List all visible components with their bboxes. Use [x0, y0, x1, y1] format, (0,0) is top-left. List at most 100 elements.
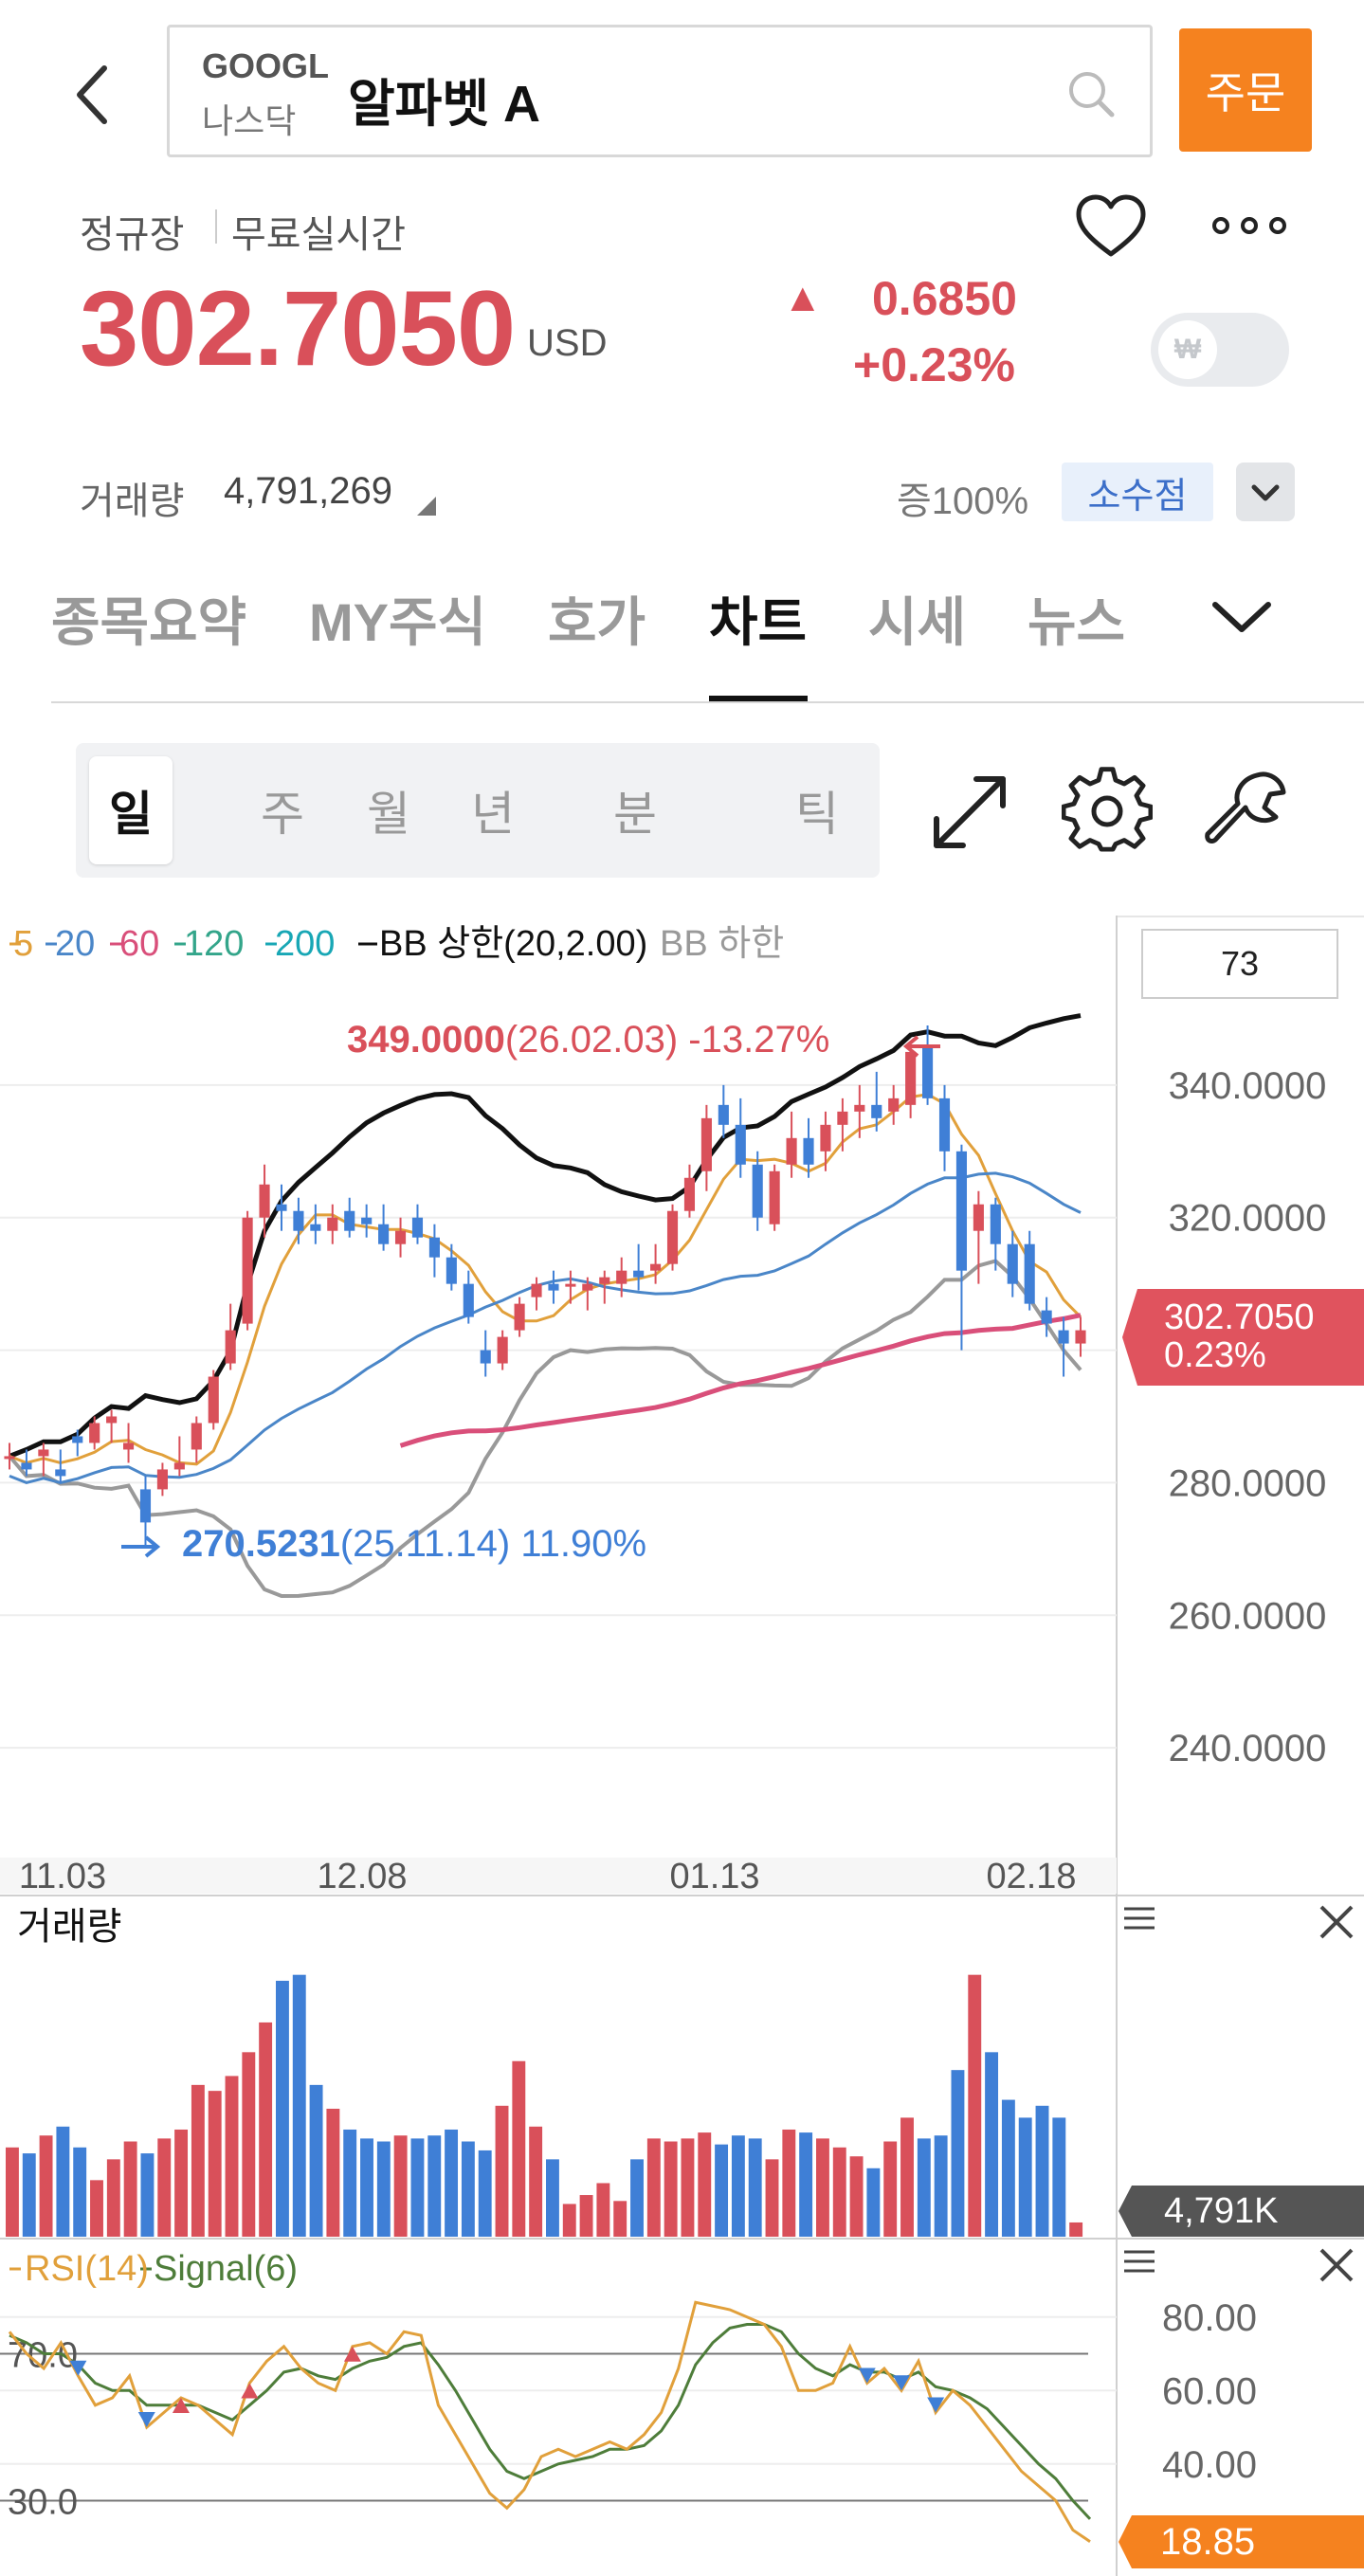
volume-bar	[309, 2084, 323, 2237]
legend-ma20: 20	[55, 924, 95, 964]
candle-body	[938, 1098, 951, 1152]
company-name: 알파벳 A	[348, 76, 541, 133]
candle-body	[854, 1104, 865, 1112]
sell-signal-marker	[69, 2360, 87, 2376]
date-tick-label: 02.18	[986, 1857, 1076, 1896]
volume-bar	[140, 2153, 155, 2237]
period-day[interactable]: 일	[109, 788, 153, 841]
volume-bar	[360, 2138, 373, 2237]
period-count-input[interactable]	[1141, 929, 1338, 999]
chevron-down-icon	[1251, 484, 1280, 501]
tab-quotes[interactable]: 시세	[868, 592, 967, 652]
menu-icon[interactable]	[1124, 1907, 1155, 1930]
rsi-tick-label: 80.00	[1162, 2297, 1257, 2339]
volume-bar	[900, 2117, 914, 2237]
volume-bar	[410, 2138, 425, 2237]
rsi-tick-label: 60.00	[1162, 2370, 1257, 2412]
tab-my-stock[interactable]: MY주식	[309, 592, 487, 652]
volume-bar	[529, 2126, 543, 2237]
price-tick-label: 240.0000	[1169, 1728, 1327, 1769]
expand-button[interactable]	[1236, 463, 1295, 521]
volume-bar	[1018, 2117, 1032, 2237]
volume-bar	[343, 2129, 357, 2237]
search-icon[interactable]	[1061, 63, 1121, 124]
candle-body	[344, 1210, 355, 1231]
volume-bar	[866, 2168, 881, 2237]
margin-rate: 증100%	[897, 481, 1029, 522]
volume-bar	[123, 2141, 137, 2237]
heart-icon[interactable]	[1073, 190, 1149, 265]
date-tick-label: 11.03	[19, 1857, 106, 1896]
sell-signal-marker	[927, 2397, 945, 2413]
tab-orderbook[interactable]: 호가	[548, 592, 646, 652]
volume-bar	[461, 2141, 475, 2237]
menu-icon[interactable]	[1124, 2250, 1155, 2273]
fullscreen-icon[interactable]	[927, 770, 1012, 855]
candle-body	[650, 1263, 662, 1271]
sell-signal-marker	[858, 2367, 876, 2384]
arrow-left-icon	[902, 1035, 940, 1058]
stock-search-box[interactable]: GOOGL 나스닥 알파벳 A	[167, 25, 1153, 157]
period-tick[interactable]: 틱	[795, 788, 839, 841]
legend-bb-upper: BB 상한(20,2.00)	[379, 924, 647, 964]
volume-bar	[883, 2141, 898, 2237]
candle-body	[683, 1177, 696, 1211]
tab-summary[interactable]: 종목요약	[51, 592, 247, 652]
buy-signal-marker	[241, 2383, 259, 2399]
price-tick-label: 340.0000	[1169, 1065, 1327, 1107]
close-icon[interactable]	[1319, 1905, 1354, 1939]
back-button[interactable]	[57, 47, 133, 142]
rsi-axis: 80.00 60.00 40.00	[1162, 2297, 1257, 2486]
krw-toggle[interactable]: ₩	[1151, 313, 1289, 387]
close-icon[interactable]	[1319, 2248, 1354, 2282]
candle-body	[820, 1124, 831, 1152]
tab-chart[interactable]: 차트	[709, 592, 808, 652]
period-minute[interactable]: 분	[613, 788, 657, 841]
candle-body	[225, 1330, 236, 1364]
volume-panel-title: 거래량	[17, 1906, 121, 1948]
price-change-value: 0.6850	[872, 272, 1017, 325]
volume-bar	[562, 2204, 576, 2237]
decimal-button[interactable]: 소수점	[1062, 463, 1213, 521]
price-change-percent: +0.23%	[853, 338, 1015, 391]
volume-bar	[495, 2105, 509, 2237]
candle-body	[276, 1204, 287, 1211]
candle-body	[122, 1442, 135, 1450]
period-week[interactable]: 주	[261, 788, 304, 841]
volume-bar	[731, 2135, 745, 2237]
volume-bar	[376, 2141, 391, 2237]
volume-bar	[748, 2138, 762, 2237]
bb-lines	[8, 1013, 1082, 1599]
tab-news[interactable]: 뉴스	[1028, 592, 1126, 652]
candle-body	[259, 1184, 270, 1218]
more-options-icon[interactable]	[1209, 209, 1289, 243]
candle-body	[208, 1376, 219, 1424]
stock-chart[interactable]: 5 20 60 120 200 BB 상한(20,2.00) BB 하한 349…	[0, 916, 1364, 2576]
volume-bar	[985, 2052, 999, 2237]
sell-signal-marker	[892, 2375, 910, 2391]
legend-ma120: 120	[184, 924, 244, 964]
candle-body	[106, 1416, 118, 1424]
order-button[interactable]: 주문	[1179, 28, 1312, 152]
wrench-icon[interactable]	[1200, 766, 1291, 857]
period-year[interactable]: 년	[471, 788, 515, 841]
sell-signal-marker	[137, 2412, 155, 2427]
gear-icon[interactable]	[1062, 766, 1153, 857]
candle-body	[871, 1104, 882, 1118]
candle-body	[55, 1469, 66, 1477]
volume-bars	[6, 1974, 1083, 2237]
arrow-right-icon	[121, 1535, 161, 1558]
candle-body	[973, 1204, 984, 1231]
volume-bar	[1069, 2222, 1083, 2237]
currency-label: USD	[527, 322, 608, 364]
candle-body	[955, 1151, 968, 1271]
period-month[interactable]: 월	[367, 788, 410, 841]
candle-body	[599, 1277, 610, 1284]
candle-body	[1058, 1330, 1069, 1344]
price-tick-label: 260.0000	[1169, 1595, 1327, 1637]
candle-body	[531, 1283, 542, 1297]
volume-bar	[6, 2147, 19, 2237]
chevron-down-icon[interactable]	[1206, 588, 1278, 644]
volume-bar	[630, 2159, 644, 2237]
candle-body	[1041, 1310, 1052, 1324]
